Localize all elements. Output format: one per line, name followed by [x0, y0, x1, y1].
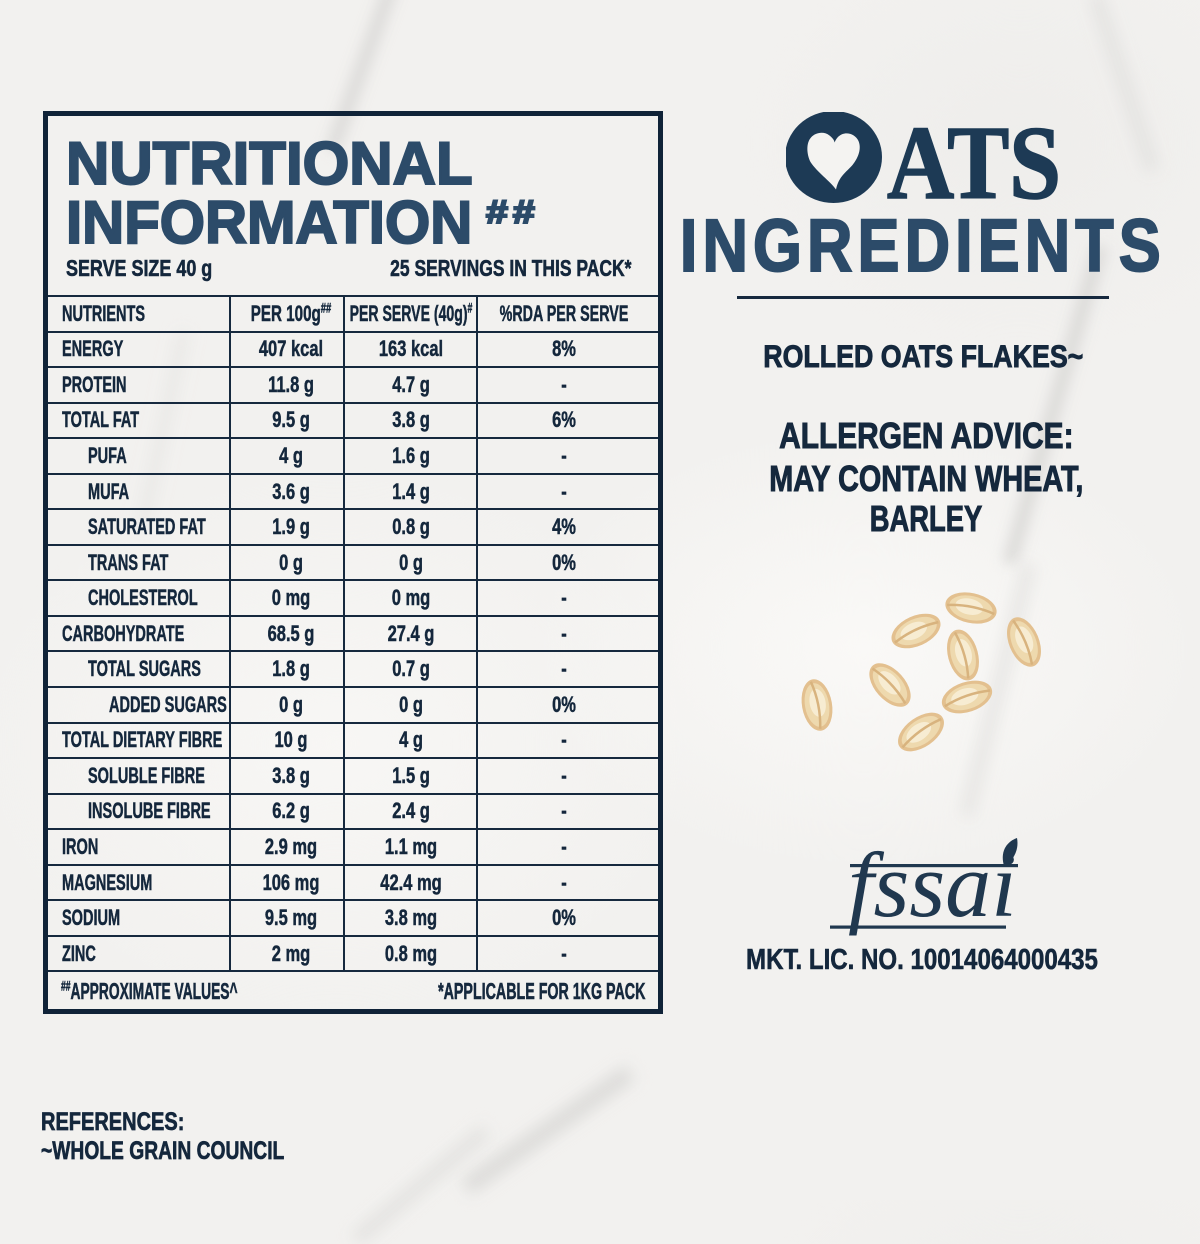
svg-text:fssai: fssai	[848, 834, 1017, 936]
svg-text:ATS: ATS	[887, 112, 1061, 212]
